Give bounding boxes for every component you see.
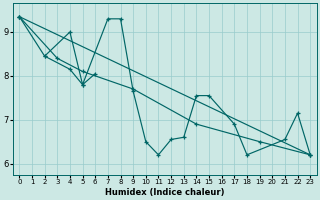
X-axis label: Humidex (Indice chaleur): Humidex (Indice chaleur) [105,188,225,197]
